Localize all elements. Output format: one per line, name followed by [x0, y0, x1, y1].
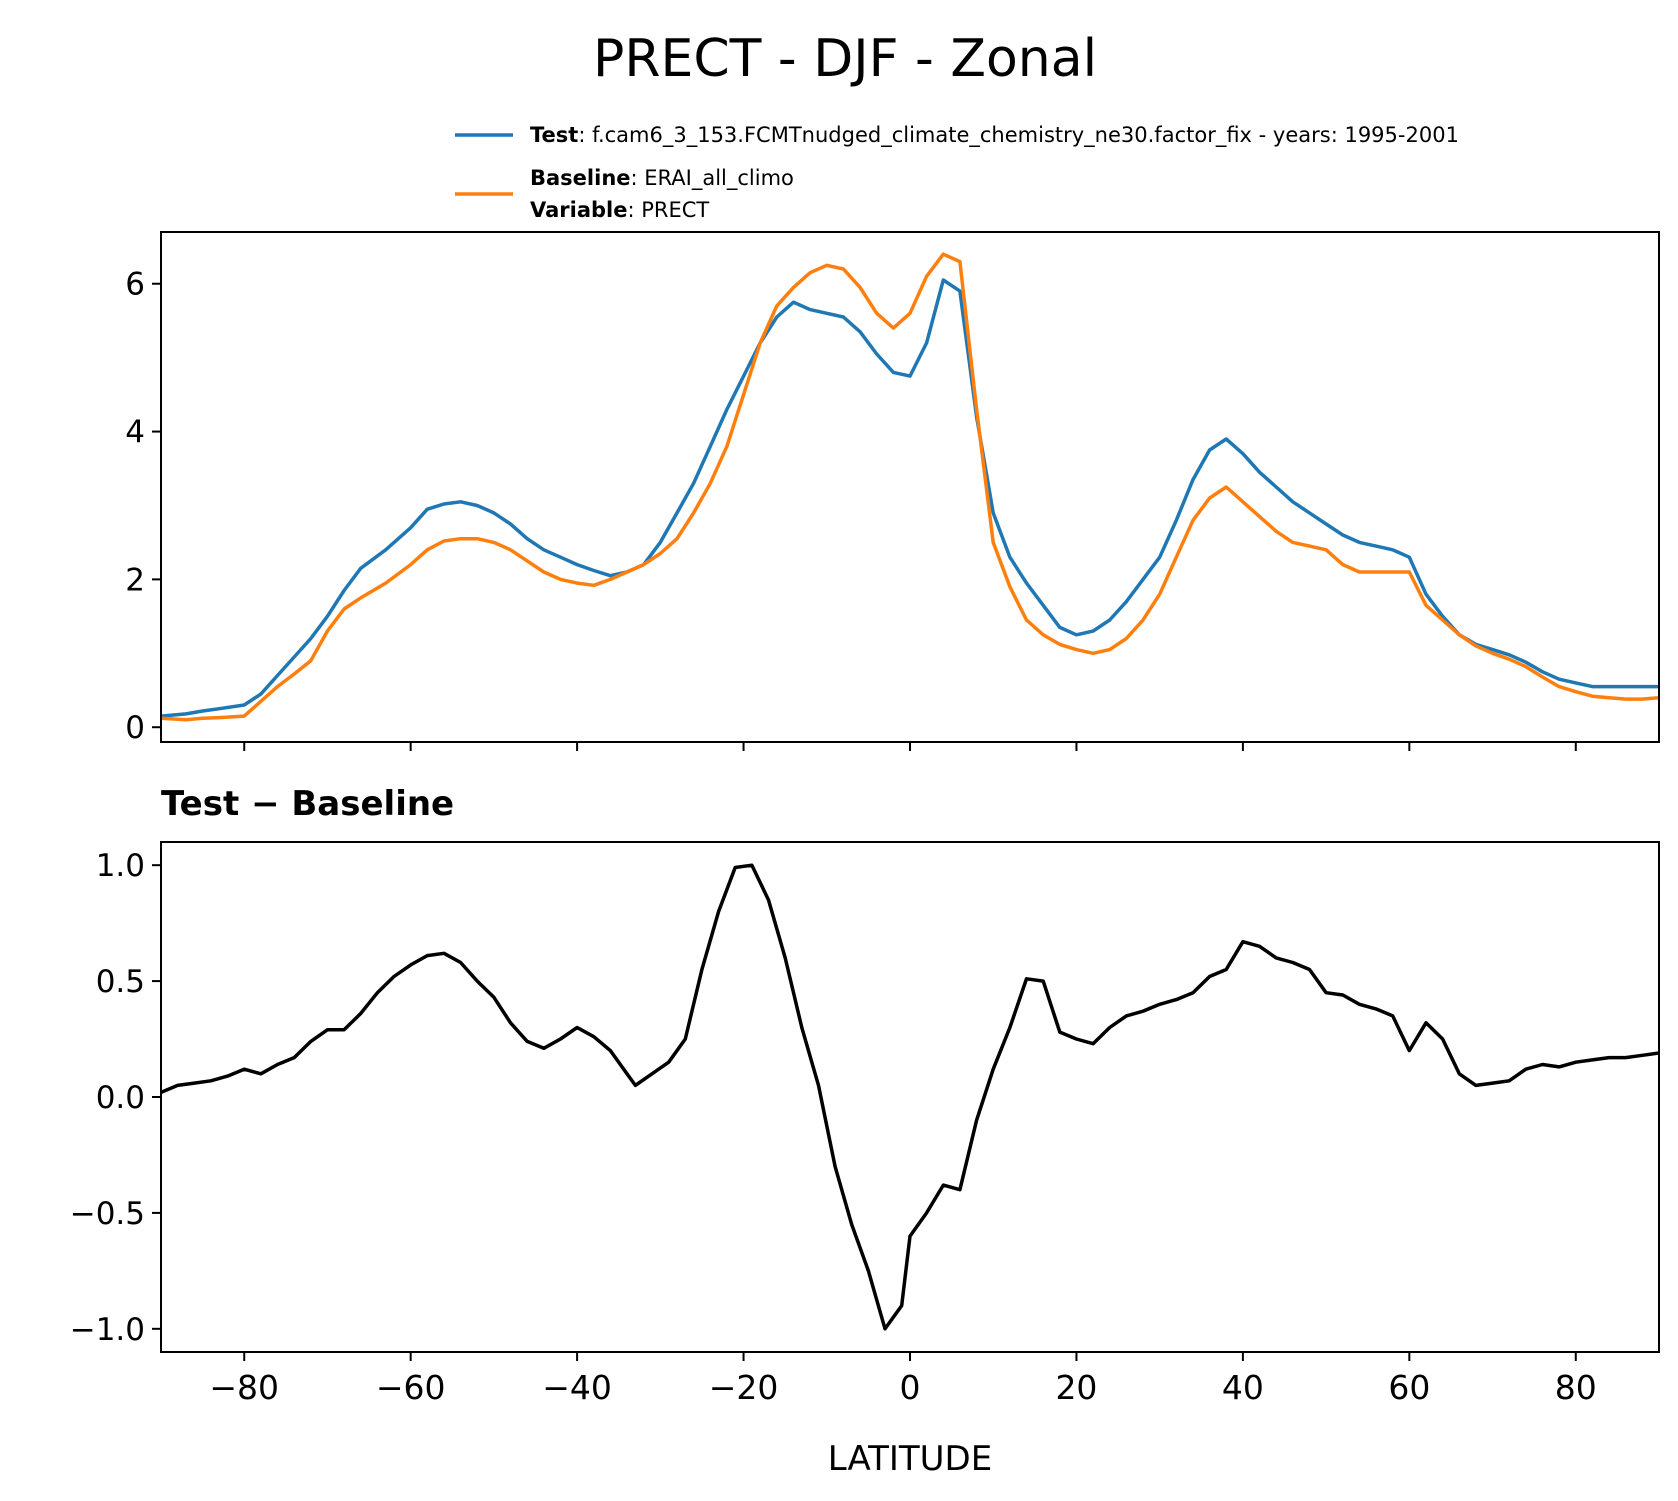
- legend-test-label: Test: [530, 123, 578, 147]
- chart-title: PRECT - DJF - Zonal: [593, 29, 1097, 89]
- top-ytick-label-3: 6: [125, 267, 145, 303]
- top-x-axis: [243, 742, 1577, 751]
- bottom-xtick-label-6: 40: [1222, 1368, 1264, 1407]
- bottom-xtick-label-3: −20: [709, 1368, 779, 1407]
- legend-variable-text: : PRECT: [627, 198, 709, 222]
- test-series-line: [161, 278, 1659, 718]
- top-ytick-label-2: 4: [125, 415, 145, 451]
- bottom-plot-frame: [160, 841, 1660, 1353]
- bottom-xtick-label-4: 0: [900, 1368, 921, 1407]
- diff-panel-title: Test − Baseline: [161, 784, 454, 824]
- bottom-ytick-label-1: 0.5: [96, 964, 145, 1000]
- legend-variable-label: Variable: [530, 198, 627, 222]
- bottom-ytick-label-2: 0.0: [96, 1080, 145, 1116]
- legend-baseline-entry: Baseline: ERAI_all_climo: [530, 166, 794, 191]
- legend-test-text: : f.cam6_3_153.FCMTnudged_climate_chemis…: [578, 123, 1459, 148]
- bottom-ytick-label-4: −1.0: [70, 1312, 145, 1348]
- legend: Test: f.cam6_3_153.FCMTnudged_climate_ch…: [455, 123, 1459, 222]
- bottom-ytick-label-3: −0.5: [70, 1196, 145, 1232]
- bottom-xtick-label-2: −40: [542, 1368, 612, 1407]
- bottom-ytick-label-0: 1.0: [96, 848, 145, 884]
- legend-test-entry: Test: f.cam6_3_153.FCMTnudged_climate_ch…: [530, 123, 1459, 148]
- bottom-xtick-label-7: 60: [1388, 1368, 1430, 1407]
- bottom-xtick-label-5: 20: [1055, 1368, 1097, 1407]
- baseline-series-line: [161, 252, 1659, 722]
- top-ytick-label-1: 2: [125, 562, 145, 598]
- legend-variable-entry: Variable: PRECT: [530, 198, 709, 222]
- top-panel: 0 2 4 6: [125, 231, 1660, 751]
- bottom-y-axis: 1.0 0.5 0.0 −0.5 −1.0: [70, 848, 161, 1348]
- legend-baseline-text: : ERAI_all_climo: [631, 166, 794, 191]
- bottom-x-axis: −80 −60 −40 −20 0 20 40 60 80: [209, 1352, 1597, 1407]
- bottom-xtick-label-0: −80: [209, 1368, 279, 1407]
- top-plot-frame: [160, 231, 1660, 743]
- legend-baseline-label: Baseline: [530, 166, 631, 190]
- bottom-xtick-label-1: −60: [376, 1368, 446, 1407]
- bottom-panel: Test − Baseline 1.0 0.5 0.0 −0.5 −1.0 −80 −60…: [70, 784, 1660, 1479]
- x-axis-label: LATITUDE: [828, 1439, 992, 1479]
- top-ytick-label-0: 0: [125, 710, 145, 746]
- difference-series-line: [161, 863, 1659, 1331]
- top-y-axis: 0 2 4 6: [125, 267, 161, 746]
- bottom-xtick-label-8: 80: [1555, 1368, 1597, 1407]
